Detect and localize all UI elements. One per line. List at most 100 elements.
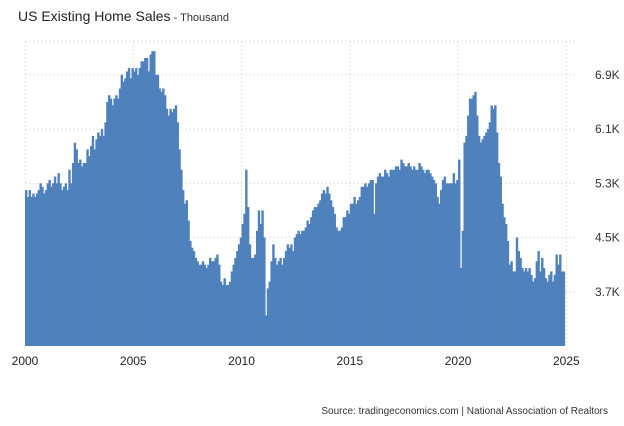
bar (263, 237, 266, 346)
bar (126, 71, 129, 346)
bar (66, 190, 69, 346)
bar (430, 176, 434, 346)
bar (472, 95, 475, 346)
bar (403, 166, 407, 346)
bar (369, 179, 373, 346)
bar (219, 281, 223, 346)
bar (452, 173, 456, 346)
bar (118, 88, 122, 346)
bar (274, 257, 277, 346)
bar (165, 108, 169, 347)
bar (414, 169, 418, 346)
bar (467, 115, 470, 346)
bar (32, 193, 35, 346)
bar (492, 108, 495, 347)
bar (557, 264, 560, 346)
bar (246, 207, 250, 346)
bar (228, 281, 232, 346)
bar (39, 183, 42, 346)
bars-layer (25, 51, 566, 347)
bar (147, 71, 151, 346)
bar (456, 179, 459, 346)
bar (79, 159, 82, 346)
bar (483, 135, 486, 346)
bar (239, 237, 243, 346)
bar (459, 268, 463, 346)
bar (443, 176, 447, 346)
bar (521, 268, 524, 346)
bar (429, 173, 432, 346)
chart-title: US Existing Home Sales (18, 8, 171, 24)
x-tick-label: 2005 (120, 354, 147, 368)
bar (544, 278, 548, 346)
bar (290, 244, 293, 346)
bar (196, 261, 199, 346)
bar (178, 149, 181, 346)
bar (488, 122, 492, 346)
bar (97, 132, 100, 346)
bar (449, 183, 452, 346)
bar (559, 254, 562, 346)
bar (445, 183, 448, 346)
bar (61, 190, 64, 346)
bar (187, 220, 190, 346)
bar (50, 186, 53, 346)
bar (553, 274, 557, 346)
bar (95, 139, 98, 346)
y-tick-label: 6.1K (595, 122, 620, 136)
bar (180, 169, 183, 346)
bar (407, 163, 410, 346)
bar (272, 244, 275, 346)
bar (532, 281, 535, 346)
bar (436, 196, 439, 346)
bar (34, 196, 37, 346)
bar (174, 105, 178, 346)
bar (124, 78, 127, 347)
bar (113, 98, 116, 346)
bar (43, 193, 46, 346)
bar (337, 230, 340, 346)
y-tick-label: 4.5K (595, 231, 620, 245)
x-tick-label: 2015 (336, 354, 363, 368)
bar (503, 217, 506, 346)
bar (342, 217, 345, 346)
bar (423, 173, 427, 346)
bar (44, 190, 48, 346)
bar (82, 163, 86, 346)
bar (153, 51, 156, 347)
bar (84, 163, 87, 346)
x-tick-label: 2025 (553, 354, 580, 368)
bar (52, 183, 55, 346)
bar (117, 98, 120, 346)
bar (333, 213, 336, 346)
bar (207, 264, 210, 346)
bar (411, 169, 414, 346)
bar (454, 183, 457, 346)
bar (225, 285, 228, 346)
bar (243, 213, 246, 346)
bar (551, 281, 555, 346)
bar (474, 91, 477, 346)
bar (203, 264, 207, 346)
bar (481, 139, 484, 346)
bar (344, 217, 347, 346)
bar (68, 169, 71, 346)
bar (394, 166, 398, 346)
bar (320, 193, 324, 346)
bar (181, 190, 185, 346)
bar (441, 179, 445, 346)
bar (172, 108, 176, 347)
bar (223, 278, 226, 346)
bar (402, 163, 405, 346)
bar (425, 169, 428, 346)
bar (28, 190, 32, 346)
bar (93, 149, 96, 346)
bar (212, 261, 216, 346)
bar (167, 115, 170, 346)
source-note: Source: tradingeconomics.com | National … (321, 406, 608, 417)
bar (259, 224, 262, 346)
bar (495, 132, 499, 346)
title-separator: - (170, 12, 181, 24)
bar (201, 261, 205, 346)
bar (317, 203, 320, 346)
